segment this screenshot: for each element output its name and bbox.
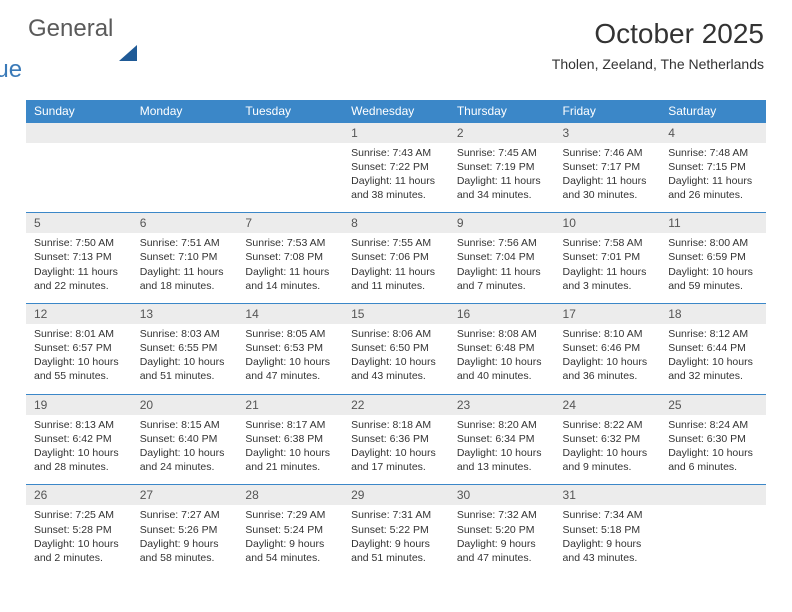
day-detail-cell: Sunrise: 8:20 AMSunset: 6:34 PMDaylight:… bbox=[449, 415, 555, 485]
day-detail-cell: Sunrise: 7:31 AMSunset: 5:22 PMDaylight:… bbox=[343, 505, 449, 575]
day-detail-cell: Sunrise: 8:01 AMSunset: 6:57 PMDaylight:… bbox=[26, 324, 132, 394]
calendar-table: SundayMondayTuesdayWednesdayThursdayFrid… bbox=[26, 100, 766, 575]
day-detail-cell: Sunrise: 7:50 AMSunset: 7:13 PMDaylight:… bbox=[26, 233, 132, 303]
day-number-cell: 25 bbox=[660, 394, 766, 415]
day-number-cell: 20 bbox=[132, 394, 238, 415]
day-detail-cell: Sunrise: 8:15 AMSunset: 6:40 PMDaylight:… bbox=[132, 415, 238, 485]
title-block: October 2025 Tholen, Zeeland, The Nether… bbox=[552, 18, 764, 72]
day-detail-cell: Sunrise: 7:58 AMSunset: 7:01 PMDaylight:… bbox=[555, 233, 661, 303]
day-header: Sunday bbox=[26, 100, 132, 123]
day-number-cell: 7 bbox=[237, 213, 343, 234]
header: General Blue October 2025 Tholen, Zeelan… bbox=[0, 0, 792, 86]
logo: General Blue bbox=[28, 18, 137, 82]
day-number-cell: 19 bbox=[26, 394, 132, 415]
day-number-cell: 22 bbox=[343, 394, 449, 415]
day-detail-cell: Sunrise: 7:48 AMSunset: 7:15 PMDaylight:… bbox=[660, 143, 766, 213]
day-header: Thursday bbox=[449, 100, 555, 123]
calendar-header-row: SundayMondayTuesdayWednesdayThursdayFrid… bbox=[26, 100, 766, 123]
day-detail-cell: Sunrise: 7:55 AMSunset: 7:06 PMDaylight:… bbox=[343, 233, 449, 303]
day-detail-cell: Sunrise: 7:51 AMSunset: 7:10 PMDaylight:… bbox=[132, 233, 238, 303]
day-number-cell: 14 bbox=[237, 303, 343, 324]
day-number-cell: 16 bbox=[449, 303, 555, 324]
day-number-cell bbox=[26, 122, 132, 143]
day-detail-cell: Sunrise: 7:45 AMSunset: 7:19 PMDaylight:… bbox=[449, 143, 555, 213]
day-header: Wednesday bbox=[343, 100, 449, 123]
day-number-cell: 15 bbox=[343, 303, 449, 324]
day-number-cell: 31 bbox=[555, 485, 661, 506]
day-number-cell: 3 bbox=[555, 122, 661, 143]
day-detail-cell: Sunrise: 7:56 AMSunset: 7:04 PMDaylight:… bbox=[449, 233, 555, 303]
day-detail-cell: Sunrise: 8:03 AMSunset: 6:55 PMDaylight:… bbox=[132, 324, 238, 394]
day-number-cell: 13 bbox=[132, 303, 238, 324]
day-header: Saturday bbox=[660, 100, 766, 123]
day-detail-cell: Sunrise: 8:13 AMSunset: 6:42 PMDaylight:… bbox=[26, 415, 132, 485]
logo-text-general: General bbox=[28, 18, 113, 41]
day-number-cell: 18 bbox=[660, 303, 766, 324]
day-number-cell: 21 bbox=[237, 394, 343, 415]
day-number-cell: 9 bbox=[449, 213, 555, 234]
day-number-cell bbox=[660, 485, 766, 506]
day-detail-cell: Sunrise: 8:05 AMSunset: 6:53 PMDaylight:… bbox=[237, 324, 343, 394]
day-detail-cell: Sunrise: 7:32 AMSunset: 5:20 PMDaylight:… bbox=[449, 505, 555, 575]
logo-triangle-icon bbox=[119, 45, 137, 61]
day-detail-cell: Sunrise: 8:10 AMSunset: 6:46 PMDaylight:… bbox=[555, 324, 661, 394]
day-detail-cell bbox=[660, 505, 766, 575]
day-number-cell: 24 bbox=[555, 394, 661, 415]
day-number-cell: 17 bbox=[555, 303, 661, 324]
day-header: Monday bbox=[132, 100, 238, 123]
day-number-cell bbox=[237, 122, 343, 143]
day-number-cell: 30 bbox=[449, 485, 555, 506]
day-number-cell: 23 bbox=[449, 394, 555, 415]
day-header: Friday bbox=[555, 100, 661, 123]
day-detail-cell: Sunrise: 8:18 AMSunset: 6:36 PMDaylight:… bbox=[343, 415, 449, 485]
day-number-cell: 8 bbox=[343, 213, 449, 234]
day-number-cell: 2 bbox=[449, 122, 555, 143]
day-number-cell: 4 bbox=[660, 122, 766, 143]
day-detail-cell: Sunrise: 8:00 AMSunset: 6:59 PMDaylight:… bbox=[660, 233, 766, 303]
day-detail-cell: Sunrise: 8:24 AMSunset: 6:30 PMDaylight:… bbox=[660, 415, 766, 485]
day-number-cell: 6 bbox=[132, 213, 238, 234]
day-detail-cell: Sunrise: 7:27 AMSunset: 5:26 PMDaylight:… bbox=[132, 505, 238, 575]
day-detail-cell: Sunrise: 8:12 AMSunset: 6:44 PMDaylight:… bbox=[660, 324, 766, 394]
day-detail-cell: Sunrise: 7:53 AMSunset: 7:08 PMDaylight:… bbox=[237, 233, 343, 303]
day-number-cell: 11 bbox=[660, 213, 766, 234]
day-number-cell: 28 bbox=[237, 485, 343, 506]
day-detail-cell: Sunrise: 7:25 AMSunset: 5:28 PMDaylight:… bbox=[26, 505, 132, 575]
day-detail-cell: Sunrise: 7:34 AMSunset: 5:18 PMDaylight:… bbox=[555, 505, 661, 575]
day-detail-cell bbox=[26, 143, 132, 213]
day-detail-cell: Sunrise: 8:22 AMSunset: 6:32 PMDaylight:… bbox=[555, 415, 661, 485]
day-detail-cell: Sunrise: 8:08 AMSunset: 6:48 PMDaylight:… bbox=[449, 324, 555, 394]
day-number-cell: 5 bbox=[26, 213, 132, 234]
day-number-cell: 29 bbox=[343, 485, 449, 506]
day-header: Tuesday bbox=[237, 100, 343, 123]
day-number-cell: 26 bbox=[26, 485, 132, 506]
day-detail-cell: Sunrise: 7:46 AMSunset: 7:17 PMDaylight:… bbox=[555, 143, 661, 213]
day-number-cell: 1 bbox=[343, 122, 449, 143]
day-detail-cell bbox=[132, 143, 238, 213]
day-number-cell: 27 bbox=[132, 485, 238, 506]
day-number-cell: 12 bbox=[26, 303, 132, 324]
month-title: October 2025 bbox=[552, 18, 764, 50]
logo-text-blue: Blue bbox=[0, 59, 113, 82]
day-number-cell bbox=[132, 122, 238, 143]
day-detail-cell: Sunrise: 8:06 AMSunset: 6:50 PMDaylight:… bbox=[343, 324, 449, 394]
day-detail-cell: Sunrise: 8:17 AMSunset: 6:38 PMDaylight:… bbox=[237, 415, 343, 485]
location: Tholen, Zeeland, The Netherlands bbox=[552, 56, 764, 72]
day-detail-cell bbox=[237, 143, 343, 213]
day-detail-cell: Sunrise: 7:43 AMSunset: 7:22 PMDaylight:… bbox=[343, 143, 449, 213]
day-detail-cell: Sunrise: 7:29 AMSunset: 5:24 PMDaylight:… bbox=[237, 505, 343, 575]
day-number-cell: 10 bbox=[555, 213, 661, 234]
